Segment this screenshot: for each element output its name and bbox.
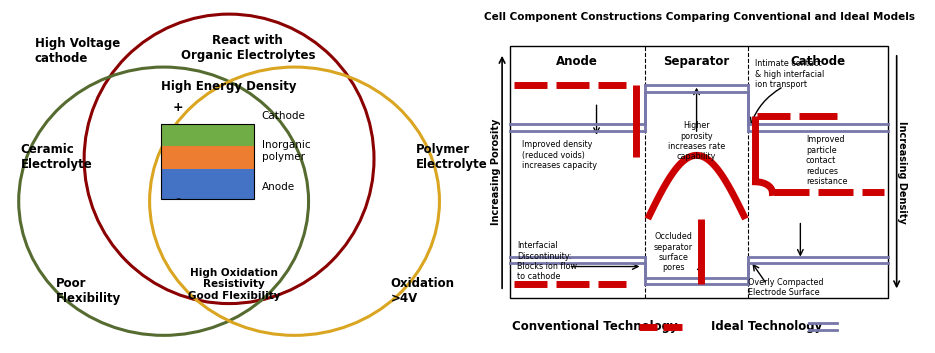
- Text: Cathode: Cathode: [262, 112, 306, 121]
- Text: Polymer
Electrolyte: Polymer Electrolyte: [416, 143, 488, 171]
- Text: +: +: [172, 101, 183, 114]
- Text: Conventional Technology: Conventional Technology: [512, 320, 678, 333]
- Text: Interfacial
Discontinuity:
Blocks ion flow
to cathode: Interfacial Discontinuity: Blocks ion fl…: [517, 241, 577, 281]
- Text: Anode: Anode: [262, 182, 295, 192]
- Text: Higher
porosity
increases rate
capability: Higher porosity increases rate capabilit…: [668, 121, 726, 161]
- Text: Poor
Flexibility: Poor Flexibility: [56, 277, 122, 305]
- Text: Improved density
(reduced voids)
increases capacity: Improved density (reduced voids) increas…: [522, 140, 597, 170]
- Text: Cathode: Cathode: [791, 55, 845, 68]
- Text: Ceramic
Electrolyte: Ceramic Electrolyte: [21, 143, 93, 171]
- Bar: [510, 46, 888, 298]
- Text: Intimate contact
& high interfacial
ion transport: Intimate contact & high interfacial ion …: [755, 59, 825, 89]
- Bar: [161, 124, 254, 146]
- Text: Inorganic
polymer: Inorganic polymer: [262, 140, 310, 162]
- Text: Overly Compacted
Electrode Surface: Overly Compacted Electrode Surface: [748, 278, 824, 297]
- Text: High Energy Density: High Energy Density: [162, 80, 296, 93]
- Bar: [161, 124, 254, 199]
- Text: Oxidation
>4V: Oxidation >4V: [391, 277, 454, 305]
- Text: Increasing Porosity: Increasing Porosity: [491, 119, 500, 226]
- Text: Separator: Separator: [664, 55, 729, 68]
- Text: High Oxidation
Resistivity
Good Flexibility: High Oxidation Resistivity Good Flexibil…: [188, 268, 280, 301]
- Text: Improved
particle
contact
reduces
resistance: Improved particle contact reduces resist…: [806, 135, 847, 186]
- Text: High Voltage
cathode: High Voltage cathode: [35, 37, 120, 65]
- Text: Cell Component Constructions Comparing Conventional and Ideal Models: Cell Component Constructions Comparing C…: [484, 12, 914, 22]
- Bar: [161, 169, 254, 199]
- Text: Increasing Density: Increasing Density: [898, 121, 907, 224]
- Text: Ideal Technology: Ideal Technology: [711, 320, 822, 333]
- Bar: [161, 146, 254, 169]
- Text: Anode: Anode: [556, 55, 597, 68]
- Text: React with
Organic Electrolytes: React with Organic Electrolytes: [180, 34, 315, 61]
- Text: -: -: [175, 193, 180, 206]
- Text: Occluded
separator
surface
pores: Occluded separator surface pores: [654, 232, 693, 273]
